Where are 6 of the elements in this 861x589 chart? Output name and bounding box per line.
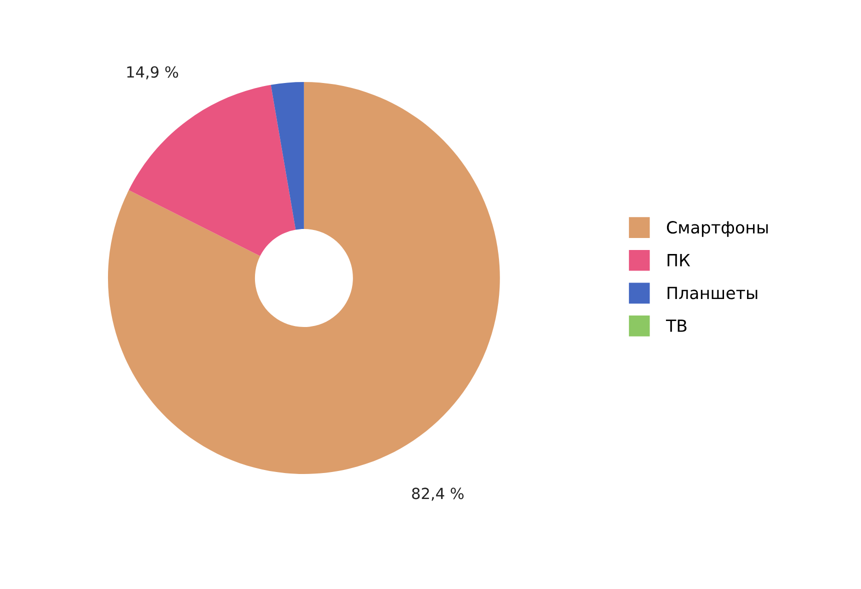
- legend-label: ТВ: [666, 320, 686, 332]
- legend-label: Смартфоны: [666, 221, 768, 237]
- data-label: 14,9 %: [127, 66, 178, 80]
- legend-label: ПК: [668, 254, 690, 266]
- legend-label: Планшеты: [668, 286, 758, 300]
- data-label: 82,4 %: [412, 488, 464, 501]
